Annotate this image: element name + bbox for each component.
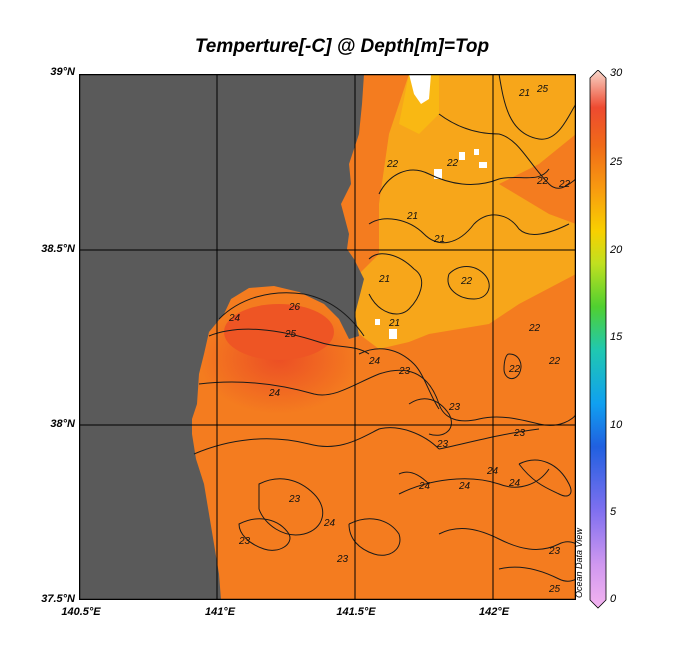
svg-text:22: 22 <box>536 176 549 187</box>
svg-text:23: 23 <box>336 554 349 565</box>
colorbar-tick: 10 <box>610 419 623 431</box>
svg-text:25: 25 <box>284 329 297 340</box>
svg-text:22: 22 <box>558 179 571 190</box>
svg-text:23: 23 <box>288 494 301 505</box>
lon-tick: 140.5°E <box>61 606 101 618</box>
svg-text:23: 23 <box>238 536 251 547</box>
map-border <box>79 74 576 600</box>
contour-lines <box>193 74 576 582</box>
svg-text:25: 25 <box>536 84 549 95</box>
colorbar-tick: 30 <box>610 67 623 79</box>
svg-text:21: 21 <box>378 274 390 285</box>
map-panel[interactable]: 21 25 22 22 22 21 22 21 21 22 24 26 25 2… <box>79 74 576 600</box>
svg-text:23: 23 <box>436 439 449 450</box>
svg-text:21: 21 <box>433 234 445 245</box>
lon-tick: 141°E <box>204 606 236 618</box>
odv-watermark: Ocean Data View <box>574 528 584 598</box>
svg-text:24: 24 <box>508 478 521 489</box>
colorbar-tick: 15 <box>610 331 623 343</box>
colorbar-tick: 20 <box>610 244 623 256</box>
svg-text:21: 21 <box>388 318 400 329</box>
lat-tick: 37.5°N <box>41 593 75 605</box>
missing-data-spots <box>375 74 487 339</box>
lon-tick: 141.5°E <box>336 606 376 618</box>
lat-tick: 39°N <box>50 66 75 78</box>
svg-text:23: 23 <box>448 402 461 413</box>
svg-text:24: 24 <box>368 356 381 367</box>
svg-text:25: 25 <box>548 584 561 595</box>
svg-text:22: 22 <box>508 364 521 375</box>
svg-text:22: 22 <box>446 158 459 169</box>
svg-text:24: 24 <box>458 481 471 492</box>
svg-text:21: 21 <box>406 211 418 222</box>
svg-text:24: 24 <box>323 518 336 529</box>
lat-tick: 38.5°N <box>41 243 75 255</box>
svg-text:23: 23 <box>513 428 526 439</box>
temperature-map: 21 25 22 22 22 21 22 21 21 22 24 26 25 2… <box>79 74 576 600</box>
colorbar-tick: 5 <box>610 506 617 518</box>
svg-text:21: 21 <box>518 88 530 99</box>
colorbar-tick: 25 <box>610 156 623 168</box>
svg-text:22: 22 <box>386 159 399 170</box>
lat-tick: 38°N <box>50 418 75 430</box>
svg-text:22: 22 <box>548 356 561 367</box>
colorbar-tick: 0 <box>610 593 617 605</box>
svg-text:24: 24 <box>268 388 281 399</box>
map-title: Temperture[-C] @ Depth[m]=Top <box>194 36 490 57</box>
svg-text:26: 26 <box>288 302 301 313</box>
svg-text:24: 24 <box>486 466 499 477</box>
svg-text:22: 22 <box>460 276 473 287</box>
svg-text:24: 24 <box>228 313 241 324</box>
lon-tick: 142°E <box>478 606 510 618</box>
colorbar <box>588 70 608 610</box>
svg-text:22: 22 <box>528 323 541 334</box>
graticule <box>79 74 576 600</box>
svg-text:24: 24 <box>418 481 431 492</box>
land-mass <box>79 74 364 600</box>
svg-text:23: 23 <box>548 546 561 557</box>
contour-labels: 21 25 22 22 22 21 22 21 21 22 24 26 25 2… <box>228 84 571 595</box>
cool-water-region <box>349 74 576 349</box>
svg-text:23: 23 <box>398 366 411 377</box>
